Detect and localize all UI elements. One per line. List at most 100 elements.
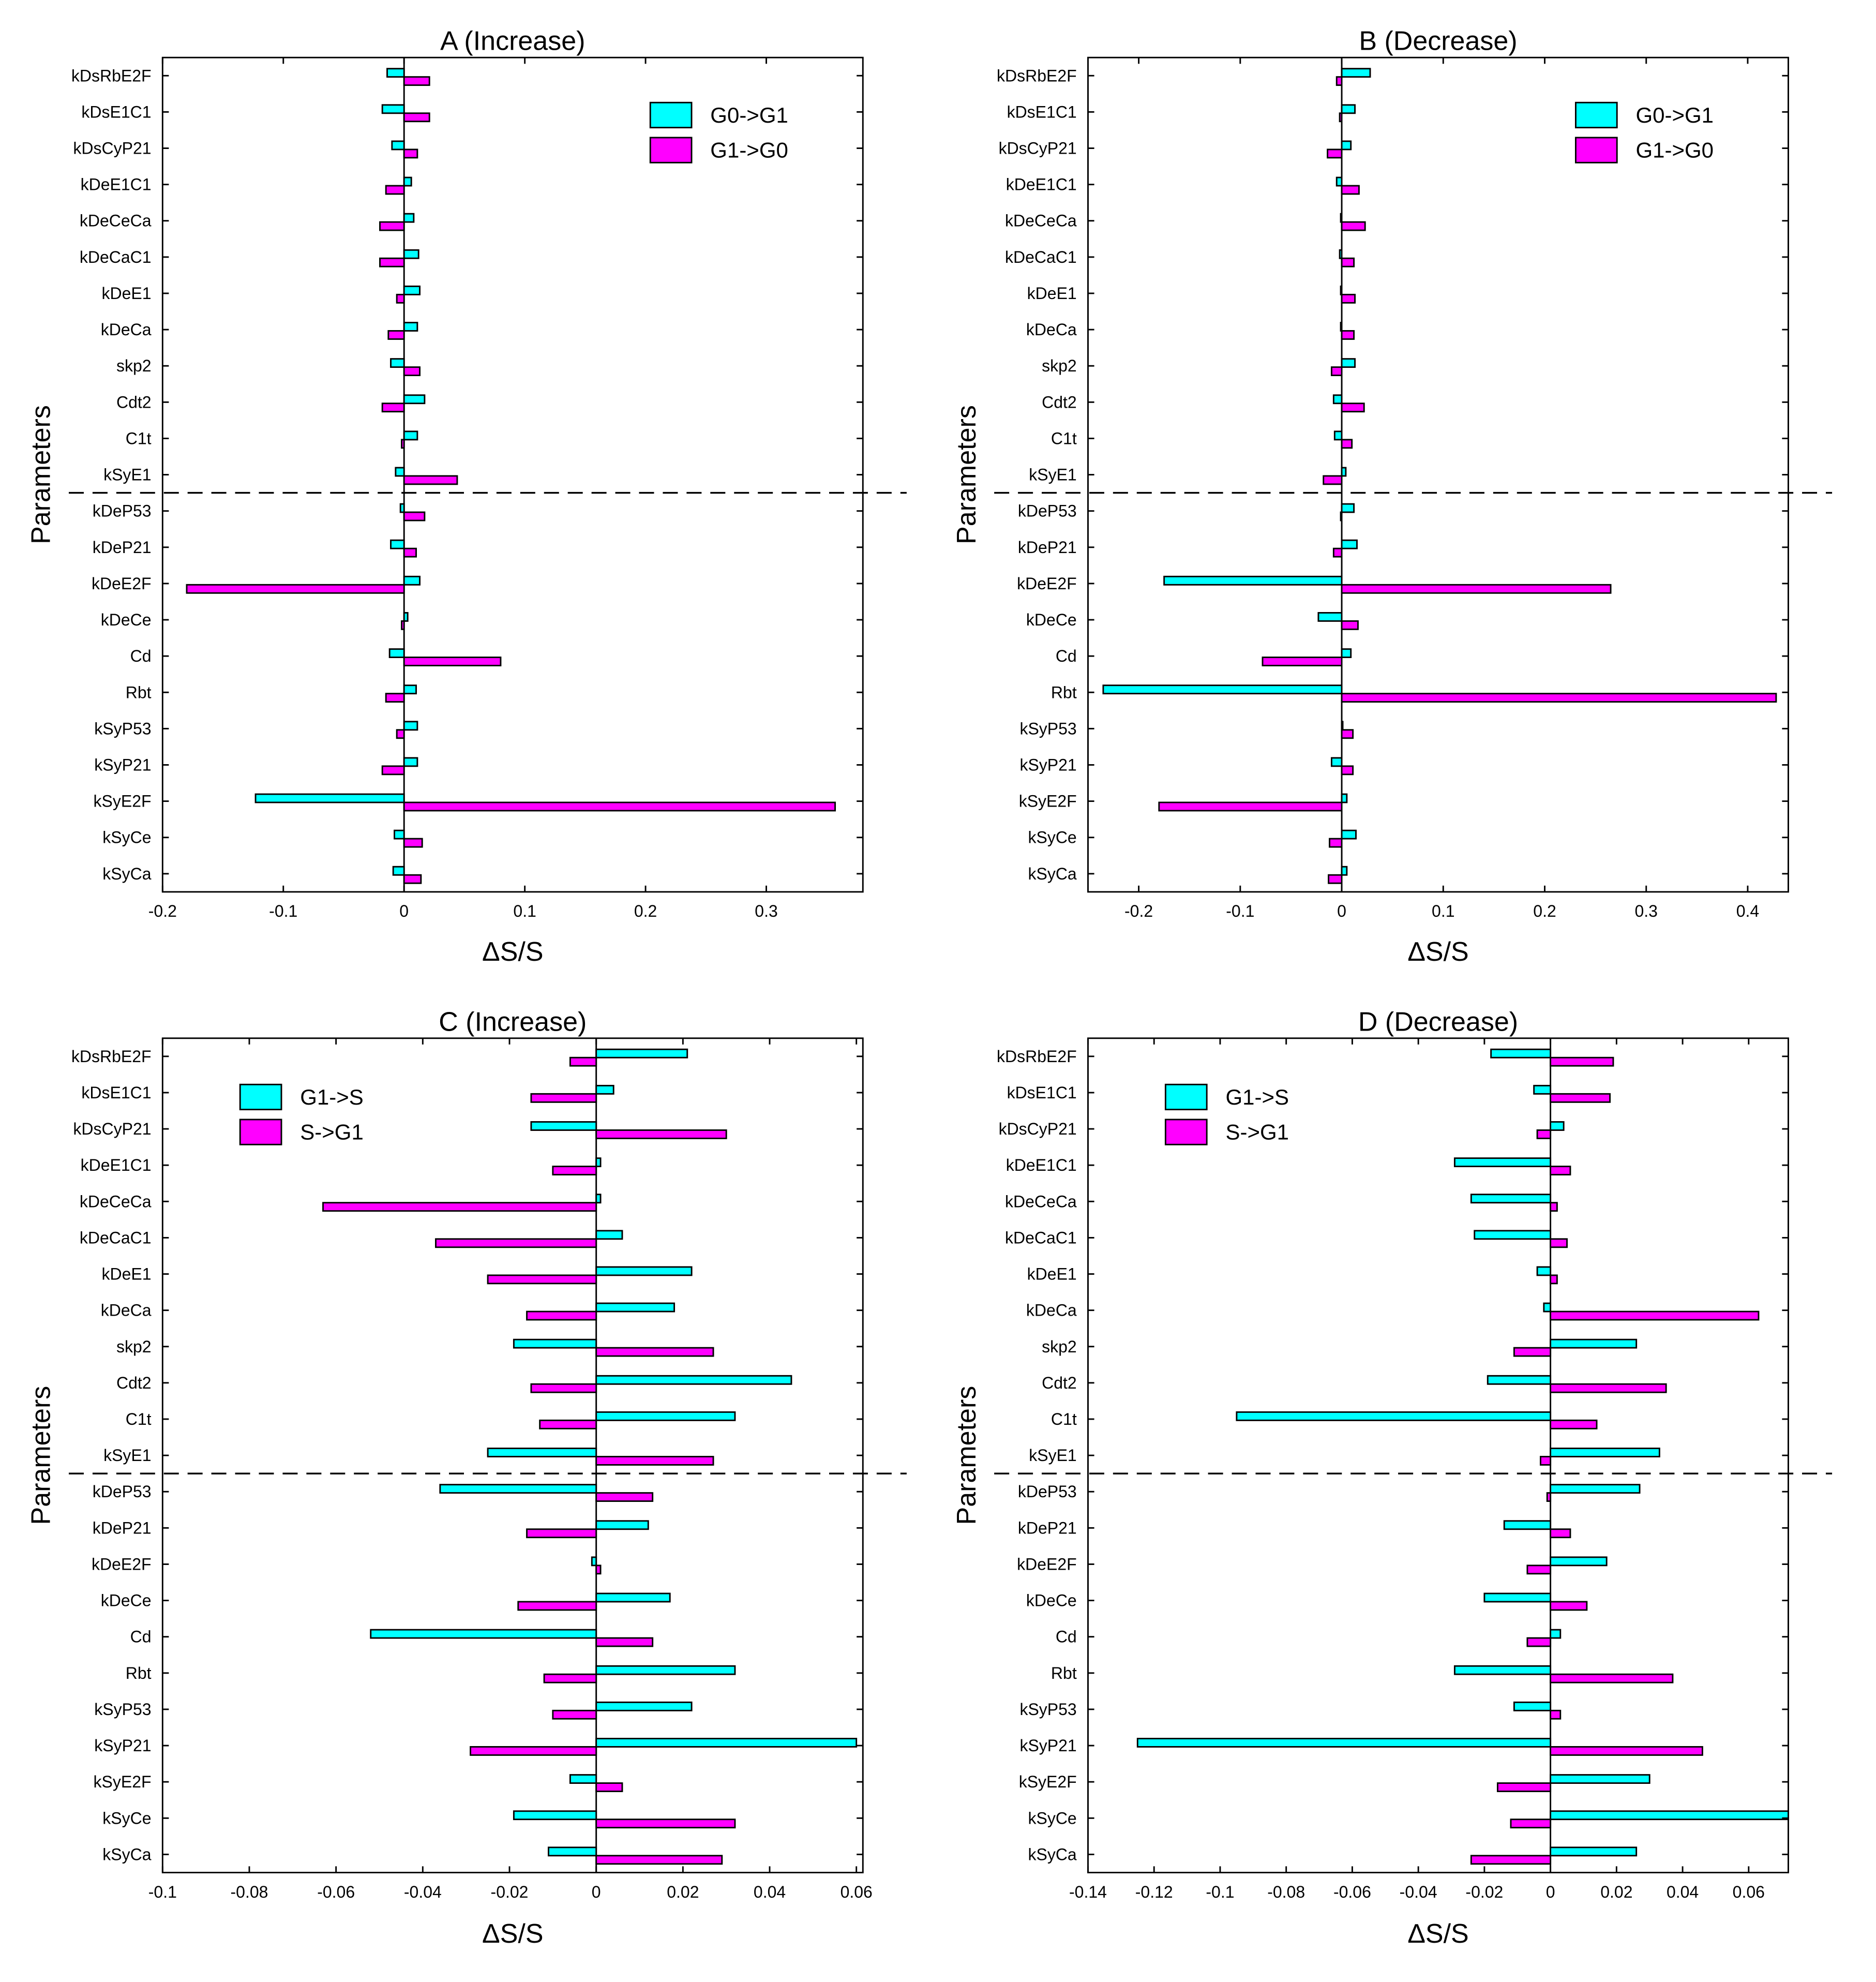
bar-s-g1-kdsrbe2f [569,1056,597,1067]
category-label-cdt2: Cdt2 [1042,393,1077,411]
bar-g1-g0-kdse1c1 [1339,112,1343,123]
x-tick-label: -0.1 [1226,902,1254,920]
bar-g1-s-rbt [1453,1665,1552,1675]
category-label-rbt: Rbt [1051,1664,1077,1682]
legend: G1->S S->G1 [1164,1083,1289,1145]
bar-s-g1-ksyce [595,1819,736,1829]
category-label-ksye2f: kSyE2F [94,1772,152,1791]
bar-s-g1-kdeca [1550,1310,1760,1321]
bar-g0-g1-kdeca [1340,322,1343,332]
x-tick-label: 0 [1337,902,1346,920]
category-label-skp2: skp2 [116,356,152,375]
x-tick-label: 0.3 [755,902,777,920]
bar-g1-g0-kdsrbe2f [403,76,430,86]
bar-g1-g0-ksyca [1328,874,1343,884]
x-tick-label: -0.02 [491,1883,529,1901]
bar-s-g1-ksye1 [595,1456,714,1466]
bar-g1-g0-kdse1c1 [403,112,430,123]
bar-g1-s-kdee1 [1536,1266,1552,1276]
bar-g1-s-skp2 [513,1338,597,1349]
bar-g1-s-cd [370,1629,597,1639]
bar-g1-s-ksyca [1550,1846,1638,1857]
category-label-c1t: C1t [1051,429,1077,448]
bar-s-g1-kdece [1550,1601,1588,1611]
legend: G0->G1 G1->G0 [1574,101,1714,163]
category-label-kdece: kDeCe [1026,610,1077,629]
x-tick-label: 0.06 [841,1883,873,1901]
bar-s-g1-kdsrbe2f [1550,1056,1614,1067]
x-tick-label: 0.1 [1432,902,1454,920]
bar-g0-g1-kdsrbe2f [386,68,405,78]
category-label-kdee1: kDeE1 [102,1265,152,1284]
x-tick-label: 0.1 [513,902,536,920]
category-label-kdecac1: kDeCaC1 [80,1228,152,1247]
category-label-rbt: Rbt [126,683,152,702]
category-label-ksye2f: kSyE2F [94,792,152,811]
bar-g0-g1-ksyce [394,829,405,840]
bar-g1-g0-ksyp21 [381,765,405,776]
bar-g1-s-ksyp21 [595,1738,858,1748]
legend: G1->S S->G1 [239,1083,364,1145]
category-label-kdep53: kDeP53 [1018,1482,1077,1501]
category-label-kdee1c1: kDeE1C1 [81,175,152,194]
bar-g1-g0-kdece [401,620,405,630]
bar-g0-g1-kdep53 [1341,503,1355,513]
bar-g0-g1-ksyp21 [403,757,418,767]
category-label-kdep21: kDeP21 [93,538,152,557]
x-tick-label: -0.08 [1267,1883,1305,1901]
bar-g1-g0-kdececa [1341,221,1366,231]
bar-g1-g0-ksye1 [403,475,458,485]
bar-g0-g1-kdececa [1340,213,1343,223]
bar-g1-g0-cdt2 [1341,403,1365,413]
legend-swatch-g1-s [239,1083,282,1111]
bar-g1-g0-c1t [401,439,405,449]
bar-g1-s-kdep21 [595,1520,649,1530]
x-tick-label: -0.02 [1465,1883,1503,1901]
bar-g0-g1-kdse1c1 [1341,104,1356,114]
legend-swatch-s-g1 [239,1119,282,1145]
bar-g0-g1-kdep21 [1341,539,1358,549]
category-label-kdse1c1: kDsE1C1 [81,1083,151,1102]
bar-g1-g0-ksyce [403,838,423,848]
bar-g0-g1-kdep53 [399,503,405,513]
bar-s-g1-ksyca [595,1855,723,1865]
bar-g0-g1-ksye2f [1341,793,1348,803]
bar-g1-g0-ksyca [403,874,422,884]
bar-g0-g1-kdee1c1 [403,176,412,187]
bar-g0-g1-ksye1 [1341,467,1347,477]
bar-s-g1-kdep21 [1550,1528,1571,1539]
category-label-kdeca: kDeCa [1026,320,1077,339]
x-tick-label: 0.2 [1533,902,1556,920]
x-tick-label: -0.04 [404,1883,442,1901]
x-tick-label: 0.04 [1667,1883,1699,1901]
x-tick-label: -0.04 [1400,1883,1437,1901]
bar-g1-g0-kdececa [379,221,405,231]
bar-g1-s-ksyp53 [1513,1701,1552,1711]
category-label-kdee1c1: kDeE1C1 [1006,1156,1077,1174]
bar-g0-g1-kdee1 [1340,285,1343,295]
bar-s-g1-ksyp53 [1550,1709,1562,1720]
x-tick-label: -0.14 [1069,1883,1107,1901]
x-axis-title: ΔS/S [482,1919,544,1949]
bar-g1-g0-cd [1262,657,1343,666]
bar-g1-s-ksyca [548,1846,597,1857]
category-label-kdep21: kDeP21 [93,1518,152,1537]
category-label-ksyp21: kSyP21 [94,755,151,774]
bar-g1-s-kdece [595,1592,671,1603]
bar-s-g1-kdee2f [595,1564,602,1575]
category-label-cd: Cd [130,647,152,665]
category-label-ksyce: kSyCe [102,1809,151,1827]
bar-g1-g0-kdeca [1341,330,1355,340]
category-label-kdsrbe2f: kDsRbE2F [997,66,1077,85]
bar-g1-g0-kdep53 [1340,511,1343,521]
bar-s-g1-kdeca [526,1310,597,1321]
bar-s-g1-kdee2f [1526,1564,1552,1575]
bar-g0-g1-c1t [403,430,418,441]
category-label-ksye1: kSyE1 [1029,1446,1076,1465]
bar-s-g1-kdee1 [487,1274,597,1285]
bar-g0-g1-kdeca [403,322,418,332]
category-label-ksyp21: kSyP21 [1019,1736,1076,1755]
bar-g1-g0-kdee1 [1341,293,1356,304]
category-label-cd: Cd [1056,1628,1077,1646]
legend-label-s-g1: S->G1 [300,1120,364,1144]
